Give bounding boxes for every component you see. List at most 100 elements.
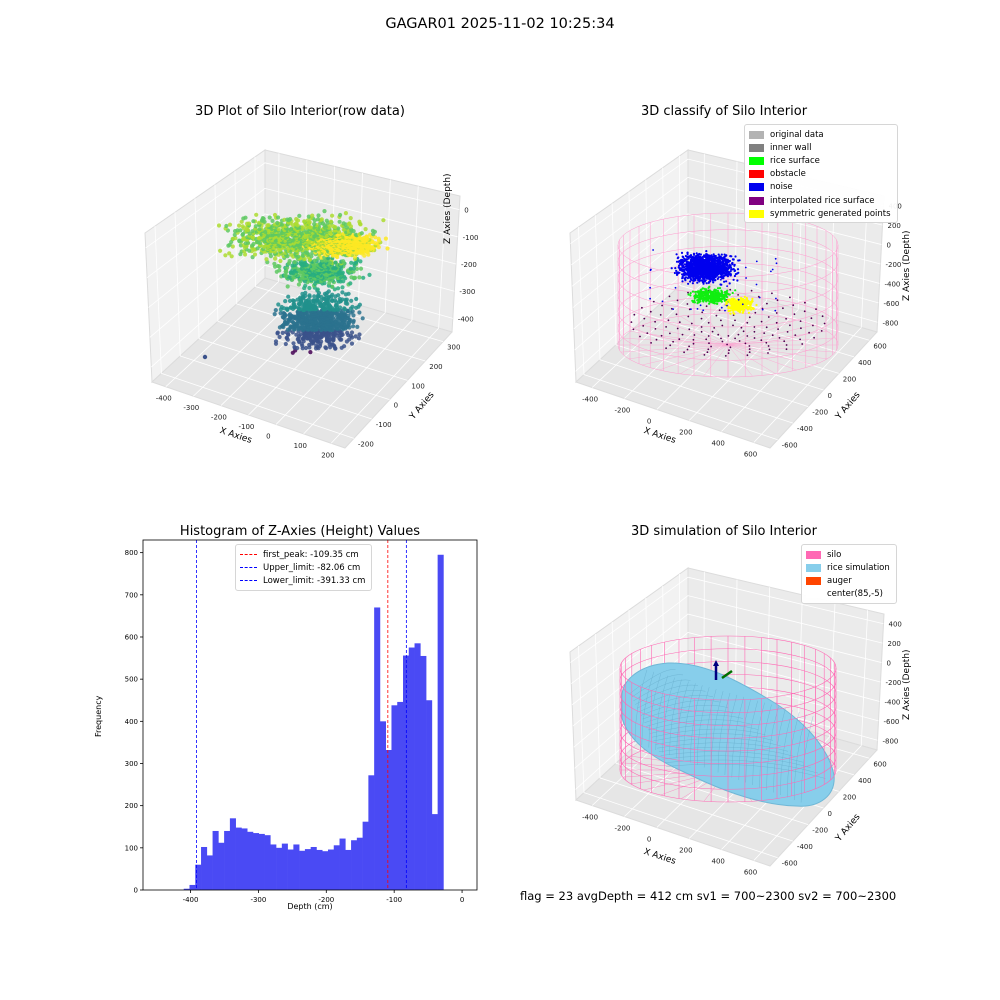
- sim-ztick-label: 200: [888, 640, 901, 648]
- histogram-bar: [362, 821, 369, 890]
- histogram-ytick-label: 400: [125, 718, 138, 726]
- raw-ztick-label: -200: [461, 261, 477, 269]
- histogram-ylabel-text: Frequency: [94, 695, 103, 737]
- sim-xtick-label: 200: [679, 847, 692, 855]
- histogram-bar: [212, 830, 219, 890]
- sim-ztick-label: -800: [883, 737, 899, 745]
- cls-ytick-label: 0: [828, 392, 832, 400]
- histogram-ytick-label: 700: [125, 591, 138, 599]
- histogram-bar: [206, 855, 213, 890]
- histogram-title: Histogram of Z-Axies (Height) Values: [179, 524, 421, 539]
- legend-label: rice simulation: [827, 562, 890, 573]
- histogram-bar: [264, 835, 271, 890]
- histogram-bar: [310, 846, 317, 890]
- center-marker: [713, 660, 733, 680]
- legend-label: noise: [770, 182, 793, 193]
- sim-xtick-label: 0: [647, 836, 651, 844]
- histogram-bar: [189, 884, 196, 890]
- simulation-plot-title: 3D simulation of Silo Interior: [631, 524, 817, 539]
- sim-ztick-label: -400: [885, 698, 901, 706]
- legend-swatch: [749, 156, 764, 165]
- histogram-bar: [437, 554, 444, 890]
- legend-entry: Upper_limit: -82.06 cm: [240, 561, 365, 574]
- legend-label: rice surface: [770, 155, 820, 166]
- histogram-bar: [293, 844, 300, 890]
- sim-ytick-label: 200: [843, 793, 856, 801]
- raw-ztick-label: -100: [463, 234, 479, 242]
- histogram-bar: [195, 864, 202, 890]
- cls-xtick-label: -200: [615, 407, 631, 415]
- sim-ztick-label: 0: [887, 660, 891, 668]
- histogram-xtick-label: -200: [318, 896, 334, 904]
- legend-swatch: [806, 576, 821, 585]
- histogram-bar: [426, 700, 433, 890]
- legend-entry: noise: [749, 181, 891, 194]
- figure-title: GAGAR01 2025-11-02 10:25:34: [385, 16, 615, 32]
- legend-label: center(85,-5): [827, 589, 883, 600]
- raw-ztick-label: 0: [464, 207, 468, 215]
- raw-xtick-label: -200: [211, 414, 227, 422]
- cls-xtick-label: 0: [647, 418, 651, 426]
- histogram-bar: [397, 701, 404, 890]
- sim-ytick-label: -400: [797, 843, 813, 851]
- cls-ytick-label: -400: [797, 425, 813, 433]
- legend-swatch: [806, 563, 821, 572]
- cls-xtick-label: 600: [744, 451, 757, 459]
- histogram-bar: [339, 838, 346, 890]
- raw-ytick-label: 300: [447, 344, 460, 352]
- legend-swatch: [749, 183, 764, 192]
- histogram-bar: [408, 647, 415, 890]
- histogram-xlabel: Depth (cm): [287, 902, 333, 911]
- cls-ztick-label: -200: [886, 261, 902, 269]
- histogram-bar: [304, 849, 311, 890]
- sim-ytick-label: -200: [812, 827, 828, 835]
- histogram-bar: [218, 842, 225, 890]
- cls-xtick-label: -400: [582, 396, 598, 404]
- legend-swatch: [749, 196, 764, 205]
- legend-label: Lower_limit: -391.33 cm: [263, 575, 366, 586]
- legend-swatch: [240, 554, 257, 556]
- legend-entry: original data: [749, 128, 891, 141]
- raw-xtick-label: -300: [183, 404, 199, 412]
- cls-ztick-label: -800: [883, 319, 899, 327]
- raw-zlabel: Z Axies (Depth): [443, 173, 453, 244]
- cls-ytick-label: -200: [812, 409, 828, 417]
- histogram-bar: [420, 655, 427, 890]
- histogram-bar: [224, 830, 231, 890]
- cls-ztick-label: -400: [885, 280, 901, 288]
- histogram-ylabel: Frequency: [94, 696, 103, 737]
- histogram-bar: [183, 888, 190, 890]
- legend-entry: rice simulation: [806, 561, 890, 574]
- histogram-bar: [351, 840, 358, 890]
- histogram-xtick-label: -100: [386, 896, 402, 904]
- simulation-legend: silo rice simulation auger center(85,-5): [801, 544, 897, 604]
- raw-3d-plot[interactable]: -400 -300 -200 -100 0 100 200 -200 -100 0 100 200 30…: [130, 130, 490, 460]
- simulation-zlabel: Z Axies (Depth): [902, 649, 912, 720]
- sim-xtick-label: 600: [744, 869, 757, 877]
- histogram-bar: [322, 851, 329, 890]
- histogram-frame: [142, 539, 478, 891]
- raw-ytick-label: 100: [411, 382, 424, 390]
- histogram-ytick-label: 300: [125, 760, 138, 768]
- simulation-3d-plot[interactable]: -400-2000200400600-600-400-2000200400600…: [560, 555, 920, 885]
- legend-swatch: [806, 590, 821, 599]
- legend-entry: silo: [806, 548, 890, 561]
- histogram-chart[interactable]: -400 -300 -200 -100 0 0 100 200 300 400 500 600 700…: [80, 530, 500, 920]
- raw-xtick-label: 0: [266, 432, 270, 440]
- raw-zlabel-text: Z Axies (Depth): [443, 173, 453, 244]
- raw-ztick-label: -300: [459, 288, 475, 296]
- sim-xtick-label: 400: [712, 858, 725, 866]
- legend-entry: symmetric generated points: [749, 207, 891, 220]
- histogram-bar: [270, 844, 277, 890]
- sim-xtick-label: -200: [615, 825, 631, 833]
- legend-label: obstacle: [770, 169, 806, 180]
- histogram-legend: first_peak: -109.35 cm Upper_limit: -82.0…: [235, 544, 373, 591]
- status-line: flag = 23 avgDepth = 412 cm sv1 = 700~23…: [520, 889, 897, 903]
- legend-entry: Lower_limit: -391.33 cm: [240, 574, 365, 587]
- legend-entry: auger: [806, 574, 890, 587]
- raw-ytick-label: -200: [358, 440, 374, 448]
- legend-label: interpolated rice surface: [770, 195, 875, 206]
- classify-zlabel: Z Axies (Depth): [902, 230, 912, 301]
- raw-ztick-label: -400: [458, 315, 474, 323]
- raw-ytick-label: 200: [429, 363, 442, 371]
